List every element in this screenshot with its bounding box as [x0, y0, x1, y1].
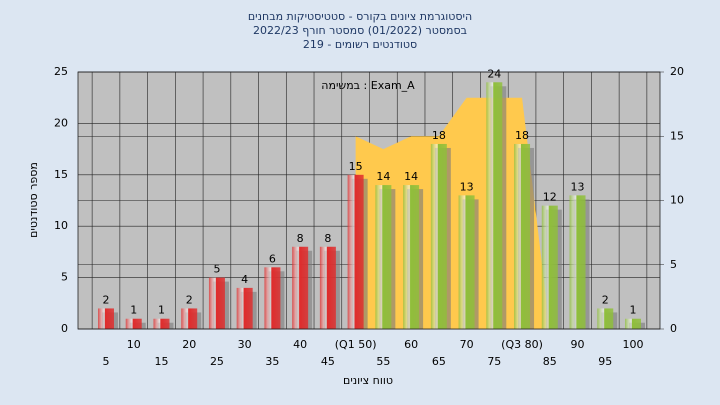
data-label: 5	[213, 263, 220, 276]
x-tick-label: 75	[487, 355, 501, 368]
bar	[375, 185, 392, 329]
chart-title: בסמסטר (01/2022) סמסטר חורף 2022/23	[253, 24, 467, 37]
data-label: 2	[103, 293, 110, 306]
bar	[625, 318, 641, 329]
x-axis-label: טווח ציונים	[343, 374, 393, 387]
x-tick-label: (Q1 50)	[335, 338, 377, 351]
y-tick-label: 15	[54, 168, 68, 181]
bar	[236, 287, 253, 329]
bar	[319, 246, 336, 329]
data-label: 8	[297, 232, 304, 245]
data-label: 24	[487, 67, 501, 80]
bar	[292, 246, 309, 329]
x-tick-label: 60	[404, 338, 418, 351]
data-label: 18	[432, 129, 446, 142]
y-axis-label: מספר סטודנטים	[27, 162, 40, 238]
data-label: 1	[630, 304, 637, 317]
x-tick-label: 35	[265, 355, 279, 368]
bar	[569, 195, 586, 329]
x-tick-label: 100	[623, 338, 644, 351]
data-label: 18	[515, 129, 529, 142]
data-label: 8	[324, 232, 331, 245]
y-tick-label: 25	[54, 65, 68, 78]
data-label: 2	[602, 293, 609, 306]
bar	[153, 318, 170, 329]
x-tick-label: 10	[127, 338, 141, 351]
chart-title: סטודנטים רשומים - 219	[303, 38, 417, 51]
y2-tick-label: 20	[670, 65, 684, 78]
x-tick-label: 55	[376, 355, 390, 368]
x-tick-label: 40	[293, 338, 307, 351]
chart-title: היסטוגרמת ציונים בקורס - סטטיסטיקות מבחנ…	[248, 10, 472, 23]
data-label: 4	[241, 273, 248, 286]
data-label: 14	[376, 170, 390, 183]
bar	[541, 205, 558, 329]
bar	[125, 318, 142, 329]
bar	[486, 82, 503, 329]
data-label: 12	[543, 191, 557, 204]
y2-tick-label: 5	[670, 258, 677, 271]
bar	[403, 185, 420, 329]
data-label: 1	[158, 304, 165, 317]
data-label: 2	[186, 293, 193, 306]
data-label: 6	[269, 252, 276, 265]
x-tick-label: 30	[238, 338, 252, 351]
x-tick-label: 65	[432, 355, 446, 368]
y2-tick-label: 10	[670, 194, 684, 207]
x-tick-label: 90	[571, 338, 585, 351]
bar	[98, 308, 114, 329]
y-tick-label: 10	[54, 219, 68, 232]
bar	[514, 143, 531, 329]
y-tick-label: 20	[54, 116, 68, 129]
data-label: 14	[404, 170, 418, 183]
x-tick-label: 15	[154, 355, 168, 368]
bar	[458, 195, 475, 329]
y2-tick-label: 15	[670, 129, 684, 142]
bar	[430, 143, 447, 329]
annotation: במשימה : Exam_A	[321, 79, 415, 92]
bar	[181, 308, 198, 329]
y2-tick-label: 0	[670, 322, 677, 335]
bar	[208, 277, 225, 329]
x-tick-label: 70	[460, 338, 474, 351]
y-tick-label: 5	[61, 271, 68, 284]
x-tick-label: (Q3 80)	[501, 338, 543, 351]
data-label: 15	[349, 160, 363, 173]
x-tick-label: 85	[543, 355, 557, 368]
x-tick-label: 20	[182, 338, 196, 351]
data-label: 13	[460, 180, 474, 193]
x-tick-label: 95	[598, 355, 612, 368]
bar	[347, 174, 364, 329]
bar	[264, 267, 281, 329]
x-tick-label: 45	[321, 355, 335, 368]
x-tick-label: 5	[103, 355, 110, 368]
y-tick-label: 0	[61, 322, 68, 335]
data-label: 13	[571, 180, 585, 193]
data-label: 1	[130, 304, 137, 317]
x-tick-label: 25	[210, 355, 224, 368]
bar	[597, 308, 614, 329]
